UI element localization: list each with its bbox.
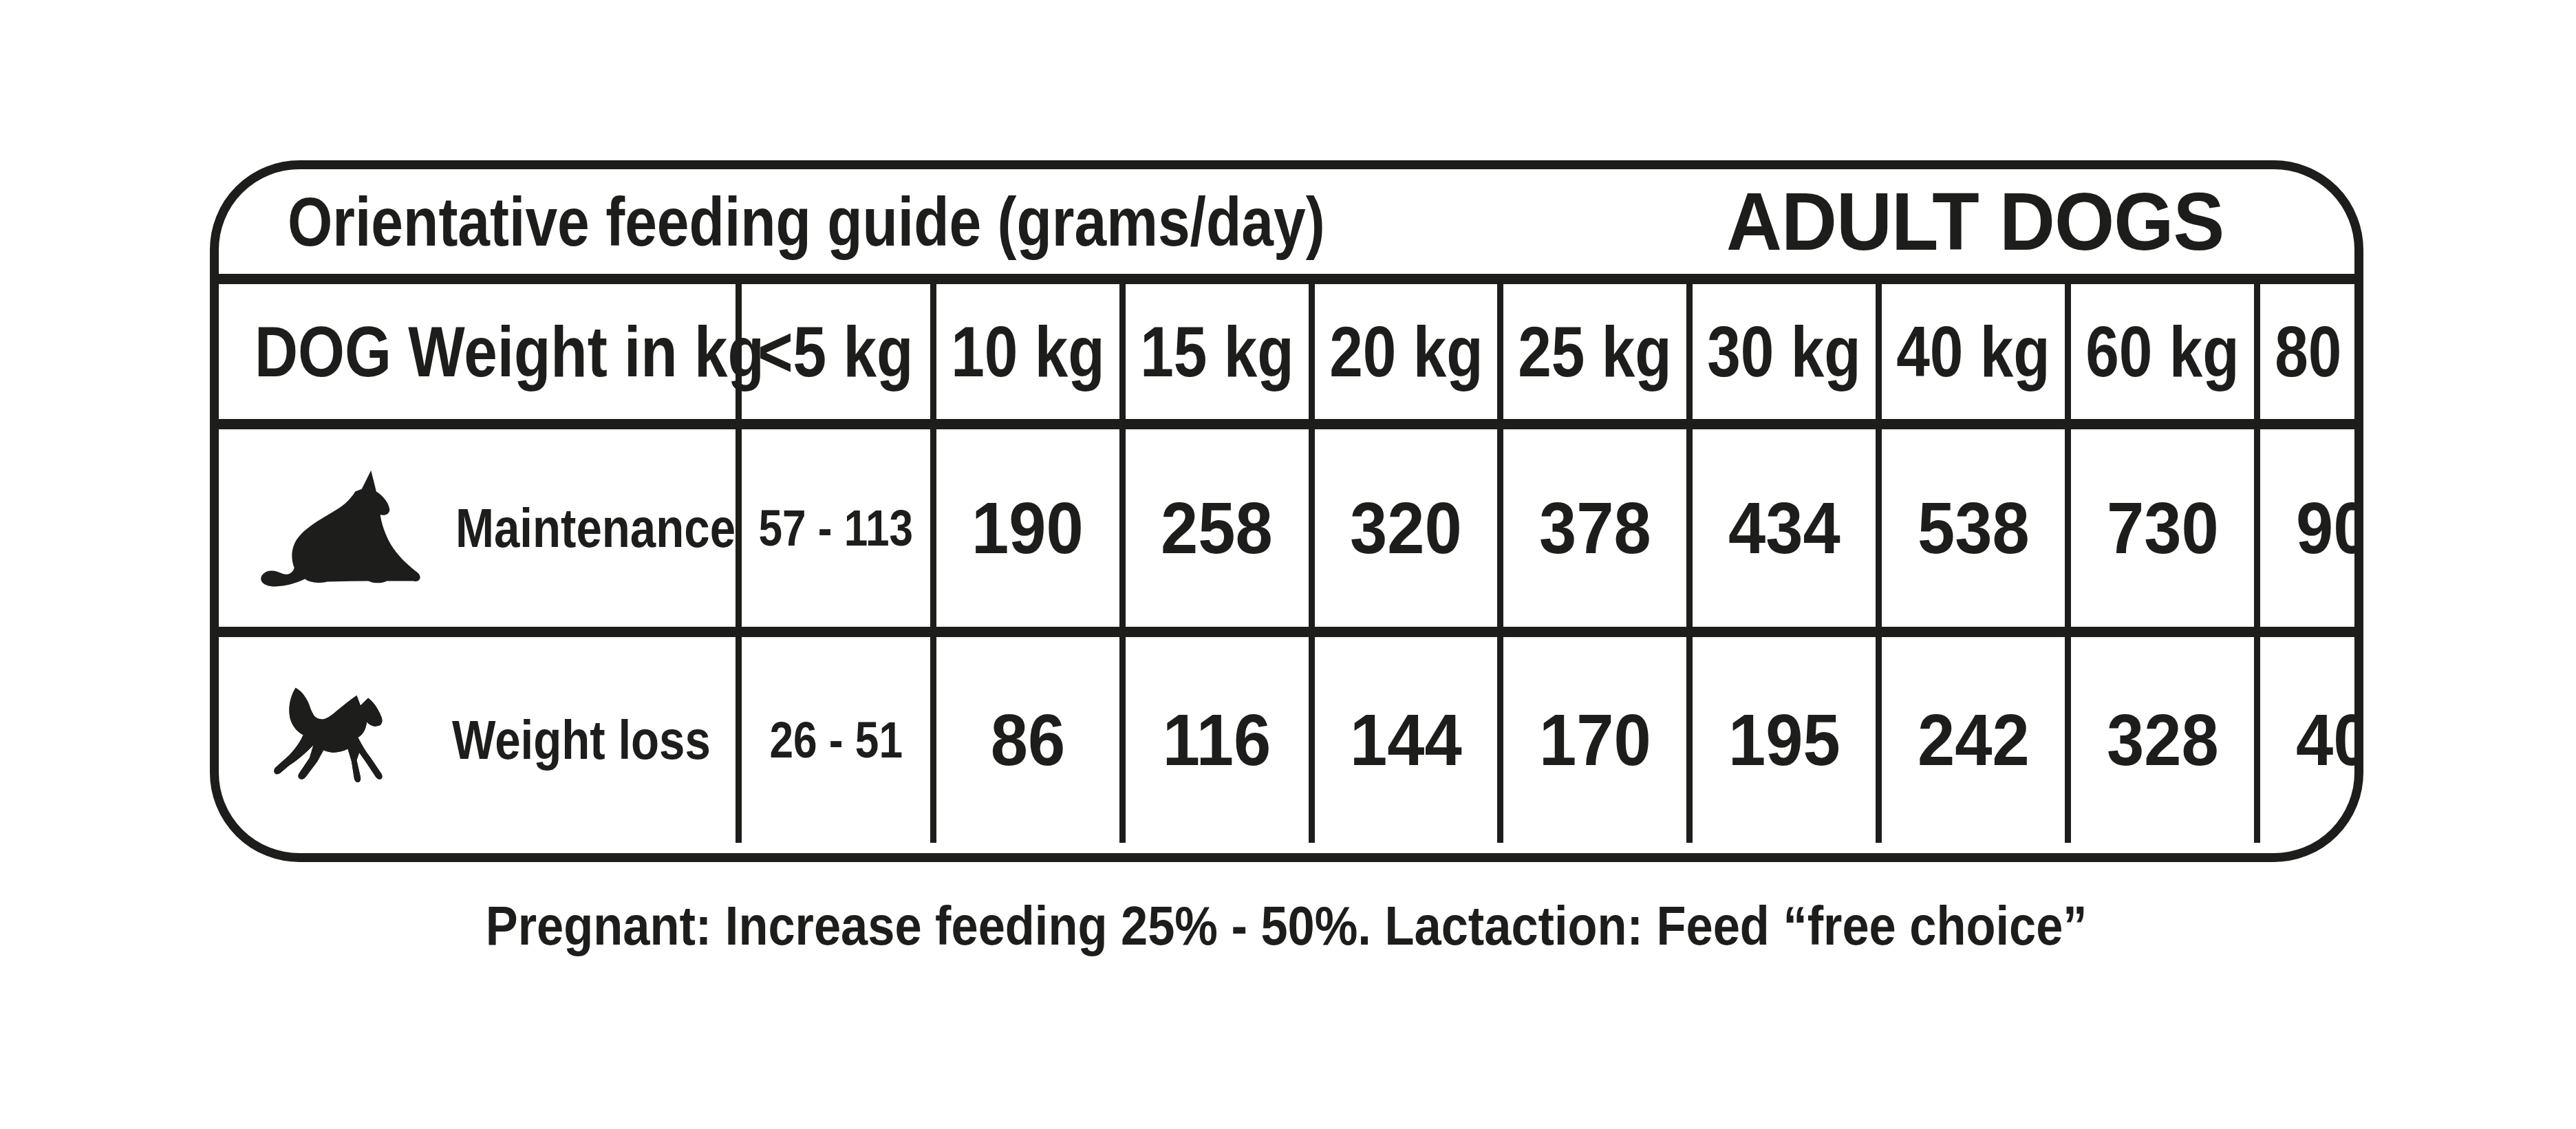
header-weight-cell: 15 kg [1119, 284, 1309, 419]
maintenance-row-label: Maintenance [455, 497, 736, 560]
weight-loss-value-cell: 116 [1119, 627, 1309, 843]
maintenance-value-cell: 190 [930, 419, 1119, 627]
weight-loss-value-cell: 26 - 51 [736, 627, 930, 843]
weight-loss-value-cell: 328 [2065, 627, 2254, 843]
feeding-guide-card: Orientative feeding guide (grams/day) AD… [210, 160, 2363, 862]
running-dog-icon [255, 676, 423, 804]
header-dog-weight-cell: DOG Weight in kg [219, 284, 736, 419]
maintenance-value-cell: 57 - 113 [736, 419, 930, 627]
footnote-text: Pregnant: Increase feeding 25% - 50%. La… [486, 894, 2087, 958]
adult-dogs-text: ADULT DOGS [1726, 175, 2224, 268]
header-weight-cell: 30 kg [1686, 284, 1876, 419]
maintenance-value-cell: 320 [1309, 419, 1498, 627]
header-weight-cell: 40 kg [1876, 284, 2065, 419]
maintenance-row-label-cell: Maintenance [219, 419, 736, 627]
weight-loss-value-cell: 86 [930, 627, 1119, 843]
feeding-table: DOG Weight in kg <5 kg 10 kg 15 kg 20 kg… [219, 284, 2354, 843]
lying-dog-icon [255, 464, 427, 592]
header-weight-cell: 60 kg [2065, 284, 2254, 419]
weight-loss-value-cell: 144 [1309, 627, 1498, 843]
page-title: Orientative feeding guide (grams/day) [288, 182, 1523, 261]
weight-loss-row-label: Weight loss [452, 709, 711, 772]
weight-loss-value-cell: 242 [1876, 627, 2065, 843]
weight-loss-value-cell: 195 [1686, 627, 1876, 843]
maintenance-value-cell: 378 [1497, 419, 1686, 627]
maintenance-value-cell: 434 [1686, 419, 1876, 627]
weight-loss-value-cell: 170 [1497, 627, 1686, 843]
adult-dogs-heading: ADULT DOGS [1700, 175, 2224, 268]
header-weight-cell: 20 kg [1309, 284, 1498, 419]
maintenance-value-cell: 538 [1876, 419, 2065, 627]
header-weight-cell: 25 kg [1497, 284, 1686, 419]
weight-loss-row-label-cell: Weight loss [219, 627, 736, 843]
weight-loss-value-cell: 407 [2254, 627, 2363, 843]
header-weight-cell: <5 kg [736, 284, 930, 419]
footnote: Pregnant: Increase feeding 25% - 50%. La… [210, 894, 2363, 958]
page-title-text: Orientative feeding guide (grams/day) [288, 182, 1325, 261]
maintenance-value-cell: 905 [2254, 419, 2363, 627]
card-title-row: Orientative feeding guide (grams/day) AD… [219, 169, 2354, 284]
header-weight-cell: 10 kg [930, 284, 1119, 419]
header-weight-cell: 80 kg [2254, 284, 2363, 419]
maintenance-value-cell: 258 [1119, 419, 1309, 627]
maintenance-value-cell: 730 [2065, 419, 2254, 627]
